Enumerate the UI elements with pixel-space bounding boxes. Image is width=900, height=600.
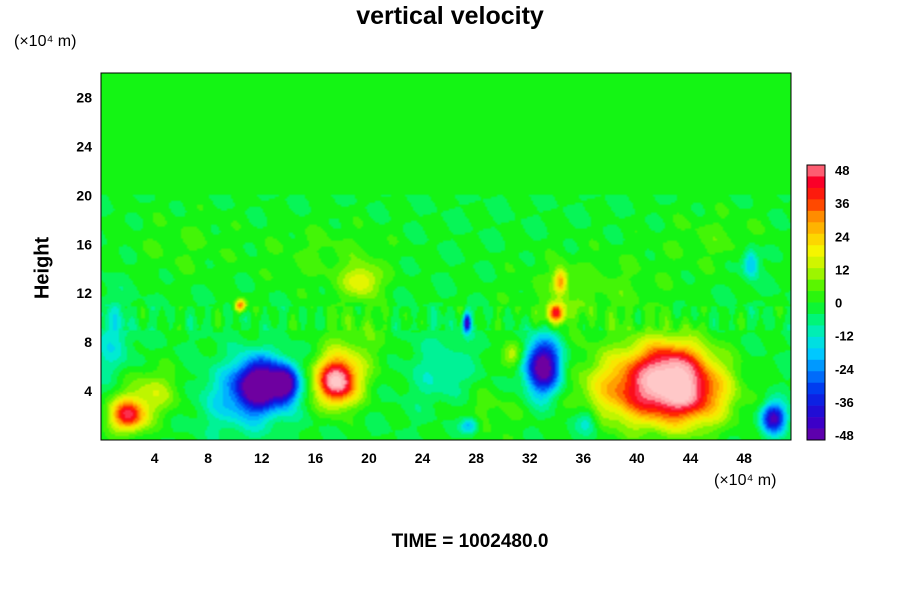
x-tick-label: 32: [522, 450, 538, 466]
y-tick-label: 4: [84, 383, 92, 399]
colorbar-swatch: [807, 348, 825, 361]
x-axis-ticks: 4 8 12 16 20 24 28 32 36 40 44 48: [151, 450, 752, 466]
colorbar-swatch: [807, 279, 825, 292]
colorbar-swatch: [807, 210, 825, 223]
colorbar-swatch: [807, 313, 825, 326]
x-tick-label: 24: [415, 450, 431, 466]
colorbar-tick-label: -48: [835, 428, 854, 443]
colorbar-swatch: [807, 405, 825, 418]
colorbar-tick-label: -12: [835, 329, 854, 344]
colorbar-tick-label: 12: [835, 262, 849, 277]
colorbar-swatch: [807, 187, 825, 200]
x-tick-label: 12: [254, 450, 270, 466]
colorbar-swatch: [807, 165, 825, 177]
colorbar-swatch: [807, 199, 825, 212]
x-tick-label: 44: [683, 450, 699, 466]
velocity-field: [101, 73, 791, 440]
colorbar-tick-label: -24: [835, 362, 855, 377]
y-tick-label: 16: [76, 236, 92, 252]
x-tick-label: 4: [151, 450, 159, 466]
y-tick-label: 8: [84, 334, 92, 350]
colorbar: 48 36 24 12 0 -12 -24 -36 -48: [806, 163, 855, 443]
y-axis-label: Height: [31, 236, 54, 300]
colorbar-swatch: [807, 245, 825, 257]
y-tick-label: 28: [76, 89, 92, 105]
colorbar-swatch: [807, 176, 825, 189]
colorbar-swatch: [807, 359, 825, 372]
colorbar-swatch: [807, 394, 825, 406]
y-axis-unit: (×10⁴ m): [14, 33, 77, 50]
x-tick-label: 20: [361, 450, 377, 466]
y-tick-label: 12: [76, 285, 92, 301]
colorbar-tick-label: 24: [835, 229, 850, 244]
x-tick-label: 48: [736, 450, 752, 466]
colorbar-swatch: [807, 371, 825, 384]
plot-frame: [100, 72, 792, 441]
colorbar-swatch: [807, 222, 825, 235]
y-axis-ticks: 4 8 12 16 20 24 28: [76, 89, 92, 399]
colorbar-swatch: [807, 325, 825, 338]
colorbar-tick-label: -36: [835, 395, 854, 410]
colorbar-frame: [806, 164, 826, 441]
colorbar-tick-label: 36: [835, 196, 849, 211]
colorbar-swatch: [807, 291, 825, 303]
y-tick-label: 20: [76, 187, 92, 203]
colorbar-swatch: [807, 268, 825, 280]
chart-title: vertical velocity: [356, 2, 544, 30]
x-tick-label: 36: [576, 450, 592, 466]
colorbar-swatch: [807, 302, 825, 315]
colorbar-swatch: [807, 382, 825, 395]
x-tick-label: 16: [308, 450, 324, 466]
x-tick-label: 40: [629, 450, 645, 466]
colorbar-swatch: [807, 336, 825, 349]
colorbar-swatch: [807, 417, 825, 429]
time-label: TIME = 1002480.0: [391, 531, 549, 552]
colorbar-swatch: [807, 428, 825, 441]
colorbar-tick-label: 48: [835, 163, 849, 178]
x-axis-unit: (×10⁴ m): [714, 472, 777, 489]
x-tick-label: 28: [468, 450, 484, 466]
x-tick-label: 8: [204, 450, 212, 466]
colorbar-tick-label: 0: [835, 296, 842, 311]
y-tick-label: 24: [76, 138, 92, 154]
colorbar-swatch: [807, 256, 825, 269]
colorbar-swatch: [807, 233, 825, 246]
